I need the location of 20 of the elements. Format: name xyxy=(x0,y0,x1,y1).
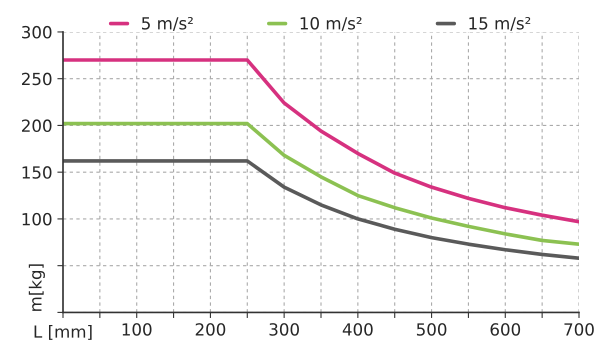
line-series xyxy=(63,122,579,246)
x-tick-label: 600 xyxy=(490,323,520,336)
legend-label: 15 m/s² xyxy=(469,16,530,31)
line-series xyxy=(63,58,579,224)
legend-label: 10 m/s² xyxy=(300,16,362,31)
x-tick-label: 200 xyxy=(196,323,226,336)
y-tick-label: 300 xyxy=(22,26,52,39)
y-tick-label: 100 xyxy=(22,212,52,226)
x-tick-label: 100 xyxy=(122,323,152,336)
y-tick-label: 200 xyxy=(22,119,52,132)
line-series xyxy=(63,159,579,260)
x-tick-label: 300 xyxy=(270,323,299,336)
y-tick-label: 250 xyxy=(22,72,52,86)
x-tick-label: 400 xyxy=(342,323,373,336)
x-tick-label: 700 xyxy=(564,323,594,336)
x-axis-title: L [mm] xyxy=(34,325,92,340)
x-tick-label: 500 xyxy=(416,323,446,336)
y-axis-title: m[kg] xyxy=(28,264,45,311)
y-tick-label: 150 xyxy=(22,166,52,179)
legend-label: 5 m/s² xyxy=(142,16,193,31)
